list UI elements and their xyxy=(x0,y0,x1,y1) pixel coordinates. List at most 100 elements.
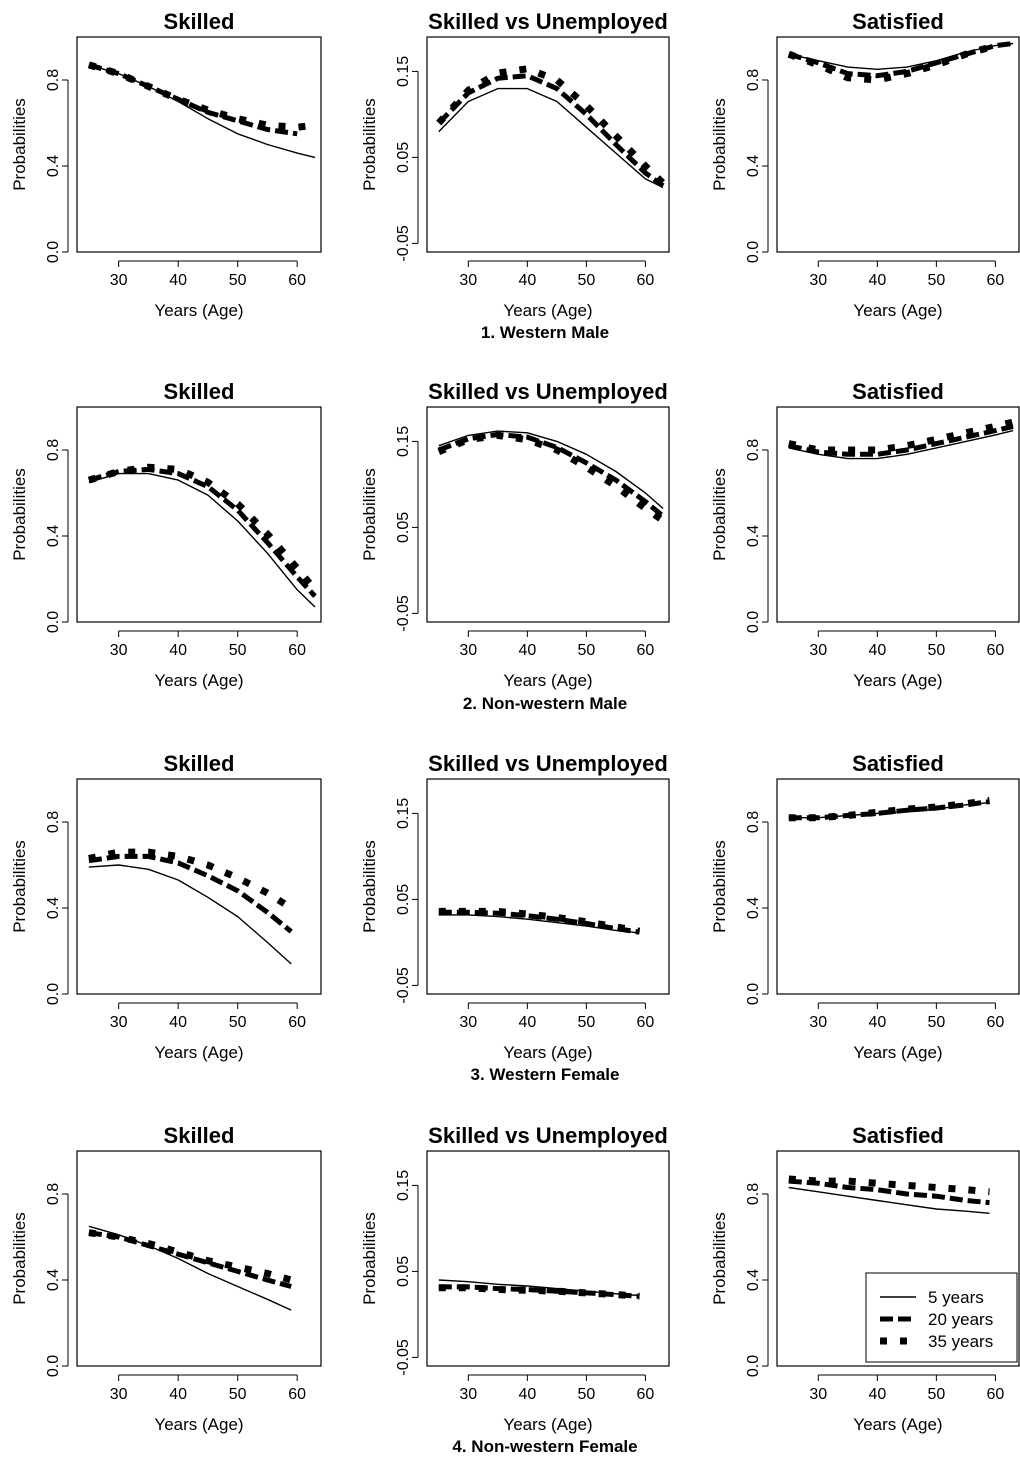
x-tick-label: 30 xyxy=(110,1014,128,1031)
x-tick-label: 40 xyxy=(169,1014,187,1031)
legend-label: 5 years xyxy=(928,1288,984,1307)
y-axis-label: Probabilities xyxy=(10,468,29,561)
y-axis-label: Probabilities xyxy=(710,840,729,933)
plot-frame xyxy=(76,778,322,995)
x-tick-label: 30 xyxy=(459,1386,477,1403)
x-axis-label: Years (Age) xyxy=(503,671,592,690)
x-axis-label: Years (Age) xyxy=(503,301,592,320)
y-tick-label: 0.8 xyxy=(745,439,762,461)
x-tick-label: 50 xyxy=(229,272,247,289)
y-tick-label: 0.05 xyxy=(395,142,412,173)
x-tick-label: 30 xyxy=(459,642,477,659)
x-tick-label: 60 xyxy=(636,642,654,659)
panel-1-2: Skilled vs Unemployed 30 40 50 60 Years (Age)… xyxy=(360,9,670,320)
x-tick-label: 50 xyxy=(229,642,247,659)
panel-title: Satisfied xyxy=(852,379,944,404)
y-axis-label: Probabilities xyxy=(710,98,729,191)
y-tick-label: 0.8 xyxy=(45,1183,62,1205)
y-tick-label: 0.4 xyxy=(745,1269,762,1291)
series-line-5-years xyxy=(788,429,1014,460)
plot-frame xyxy=(76,406,322,623)
panel-1-3: Satisfied 30 40 50 60 Years (Age) 0.0 0.4 0.8 Pro… xyxy=(710,9,1020,320)
y-tick-label: 0.15 xyxy=(395,56,412,87)
panel-3-1: Skilled 30 40 50 60 Years (Age) 0.0 0.4 0.8 Proba… xyxy=(10,751,322,1062)
y-axis-label: Probabilities xyxy=(360,98,379,191)
x-axis-label: Years (Age) xyxy=(503,1043,592,1062)
panel-title: Skilled vs Unemployed xyxy=(428,751,668,776)
y-tick-label: 0.4 xyxy=(745,525,762,547)
x-axis-label: Years (Age) xyxy=(853,1043,942,1062)
panel-4-1: Skilled 30 40 50 60 Years (Age) 0.0 0.4 0.8 Proba… xyxy=(10,1123,322,1434)
x-tick-label: 40 xyxy=(518,272,536,289)
row-title: 3. Western Female xyxy=(471,1065,620,1084)
x-tick-label: 50 xyxy=(229,1014,247,1031)
panel-title: Satisfied xyxy=(852,751,944,776)
series-line-20-years xyxy=(88,62,298,137)
y-tick-label: -0.05 xyxy=(395,1339,412,1376)
y-tick-label: -0.05 xyxy=(395,967,412,1004)
series-line-35-years xyxy=(88,848,294,911)
x-tick-label: 50 xyxy=(577,1386,595,1403)
y-tick-label: 0.0 xyxy=(45,611,62,633)
y-tick-label: 0.4 xyxy=(745,155,762,177)
plot-frame xyxy=(426,36,670,253)
x-tick-label: 40 xyxy=(169,1386,187,1403)
series-line-5-years xyxy=(88,1225,292,1311)
panel-title: Skilled xyxy=(164,751,235,776)
series-line-35-years xyxy=(788,418,1014,454)
x-tick-label: 60 xyxy=(986,1386,1004,1403)
panel-title: Skilled vs Unemployed xyxy=(428,379,668,404)
x-tick-label: 60 xyxy=(986,1014,1004,1031)
series-line-5-years xyxy=(88,864,292,965)
y-axis-label: Probabilities xyxy=(10,840,29,933)
y-tick-label: 0.4 xyxy=(45,525,62,547)
y-axis-label: Probabilities xyxy=(360,468,379,561)
y-tick-label: -0.05 xyxy=(395,595,412,632)
panel-3-2: Skilled vs Unemployed 30 40 50 60 Years (Age)… xyxy=(360,751,670,1062)
panel-2-1: Skilled 30 40 50 60 Years (Age) 0.0 0.4 0.8 Proba… xyxy=(10,379,322,690)
series-line-20-years xyxy=(437,73,665,188)
row-title: 4. Non-western Female xyxy=(452,1437,637,1456)
plot-frame xyxy=(776,36,1020,253)
series-line-35-years xyxy=(88,1229,293,1284)
panel-title: Skilled xyxy=(164,1123,235,1148)
y-tick-label: 0.4 xyxy=(45,897,62,919)
y-tick-label: 0.0 xyxy=(745,983,762,1005)
series-line-20-years xyxy=(88,1230,292,1289)
y-tick-label: 0.15 xyxy=(395,798,412,829)
y-tick-label: 0.8 xyxy=(45,811,62,833)
series-line-20-years xyxy=(788,1178,990,1206)
series-line-20-years xyxy=(788,799,990,821)
y-tick-label: 0.4 xyxy=(745,897,762,919)
x-tick-label: 40 xyxy=(868,1014,886,1031)
y-axis-label: Probabilities xyxy=(360,1212,379,1305)
x-tick-label: 50 xyxy=(927,1014,945,1031)
x-tick-label: 30 xyxy=(110,1386,128,1403)
series-line-20-years xyxy=(88,853,293,934)
series-line-5-years xyxy=(438,87,664,189)
y-tick-label: 0.05 xyxy=(395,512,412,543)
series-line-20-years xyxy=(438,1284,640,1299)
panel-1-1: Skilled 30 40 50 60 Years (Age) 0.0 0.4 0.8 Proba… xyxy=(10,9,322,320)
y-tick-label: 0.4 xyxy=(45,1269,62,1291)
y-axis-label: Probabilities xyxy=(10,1212,29,1305)
x-tick-label: 50 xyxy=(927,642,945,659)
x-axis-label: Years (Age) xyxy=(154,1415,243,1434)
x-tick-label: 30 xyxy=(459,272,477,289)
x-tick-label: 40 xyxy=(868,272,886,289)
x-tick-label: 60 xyxy=(288,1014,306,1031)
y-tick-label: -0.05 xyxy=(395,225,412,262)
series-line-35-years xyxy=(787,42,997,84)
x-axis-label: Years (Age) xyxy=(853,671,942,690)
y-axis-label: Probabilities xyxy=(10,98,29,191)
panel-3-3: Satisfied 30 40 50 60 Years (Age) 0.0 0.4 0.8 Pro… xyxy=(710,751,1020,1062)
row-title: 1. Western Male xyxy=(481,323,609,342)
series-line-35-years xyxy=(438,1284,640,1300)
panel-4-2: Skilled vs Unemployed 30 40 50 60 Years (Age)… xyxy=(360,1123,670,1434)
plot-frame xyxy=(76,1150,322,1367)
x-tick-label: 50 xyxy=(229,1386,247,1403)
series-line-20-years xyxy=(437,432,665,519)
y-tick-label: 0.15 xyxy=(395,1170,412,1201)
x-axis-label: Years (Age) xyxy=(503,1415,592,1434)
x-tick-label: 50 xyxy=(927,1386,945,1403)
